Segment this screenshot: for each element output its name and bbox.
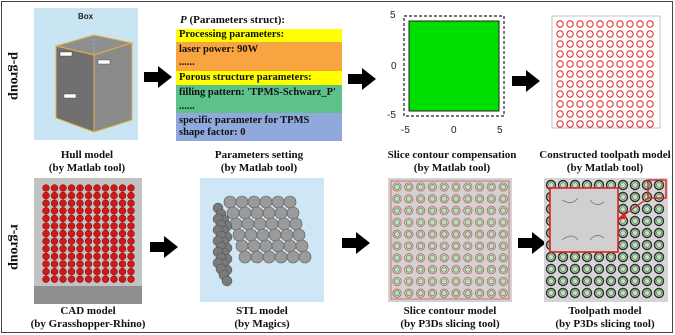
arrow-stl-to-slice-model (342, 232, 370, 254)
row-label-p-group: p-group (7, 52, 22, 100)
hull-caption-line1: Hull model (60, 149, 114, 161)
arrow-hull-to-params (144, 66, 172, 88)
toolpath-caption: Constructed toolpath model (by Matlab to… (530, 149, 675, 175)
params-caption-line2: (by Matlab tool) (220, 162, 298, 174)
row-label-r-group: r-group (7, 224, 22, 270)
stl-caption-line1: STL model (236, 305, 288, 317)
arrow-slice-model-to-toolpath-model (518, 232, 546, 254)
stl-lattice (212, 195, 312, 287)
params-title-italic: P (180, 14, 187, 26)
toolpath-model-caption-line1: Toolpath model (568, 305, 642, 317)
slice-xtick-0: 0 (451, 125, 457, 136)
cad-caption-line2: (by Grasshopper-Rhino) (30, 318, 146, 330)
params-title: P (Parameters struct): (180, 14, 285, 26)
cad-caption-line1: CAD model (60, 305, 116, 317)
toolpath-model-caption: Toolpath model (by P3Ds slicing tool) (530, 305, 675, 331)
params-caption: Parameters setting (by Matlab tool) (200, 149, 318, 175)
params-band-6: specific parameter for TPMS (176, 113, 342, 127)
slice-model-caption-line1: Slice contour model (403, 305, 497, 317)
params-title-rest: (Parameters struct): (186, 14, 286, 26)
params-band-3: Porous structure parameters: (176, 71, 342, 85)
slice-xtick-neg5: -5 (401, 125, 410, 136)
toolpath-caption-line1: Constructed toolpath model (539, 149, 671, 161)
toolpath-plot (546, 12, 664, 136)
slice-contour-model-image (388, 178, 512, 302)
params-band-5: ...... (176, 101, 342, 113)
slice-plot (402, 14, 506, 118)
params-band-2: ...... (176, 57, 342, 71)
slice-model-contours (392, 182, 508, 298)
slice-caption-line1: Slice contour compensation (387, 149, 517, 161)
arrow-cad-to-stl (150, 236, 178, 258)
slice-model-caption-line2: (by P3Ds slicing tool) (400, 318, 500, 330)
toolpath-model-image (544, 178, 668, 302)
slice-ytick-neg5: -5 (387, 110, 396, 121)
stl-caption-line2: (by Magics) (234, 318, 290, 330)
slice-model-caption: Slice contour model (by P3Ds slicing too… (372, 305, 528, 331)
arrow-params-to-slice (348, 68, 376, 90)
arrow-slice-to-toolpath (512, 70, 540, 92)
params-caption-line1: Parameters setting (214, 149, 304, 161)
slice-ytick-5: 5 (390, 10, 396, 21)
hull-caption: Hull model (by Matlab tool) (28, 149, 146, 175)
cad-caption: CAD model (by Grasshopper-Rhino) (24, 305, 152, 331)
toolpath-zoom-source (647, 179, 667, 199)
toolpath-zoom-inset (549, 187, 619, 253)
hull-box-label: Box (78, 12, 94, 21)
params-band-0: Processing parameters: (176, 29, 342, 42)
slice-outer-contour (403, 15, 505, 117)
hull-model-image (34, 8, 138, 140)
slice-ytick-0: 0 (391, 61, 397, 72)
stl-model-image (200, 178, 324, 302)
hull-caption-line2: (by Matlab tool) (48, 162, 126, 174)
params-panel: Processing parameters: laser power: 90W … (176, 29, 342, 141)
params-band-4: filling pattern: 'TPMS-Schwarz_P' (176, 85, 342, 101)
slice-xtick-5: 5 (497, 125, 503, 136)
toolpath-caption-line2: (by Matlab tool) (566, 162, 644, 174)
cad-lattice (42, 184, 135, 283)
slice-fill-region (408, 20, 500, 112)
slice-caption: Slice contour compensation (by Matlab to… (372, 149, 532, 175)
params-band-7: shape factor: 0 (176, 127, 342, 141)
params-band-1: laser power: 90W (176, 42, 342, 57)
toolpath-rings (556, 20, 654, 128)
slice-caption-line2: (by Matlab tool) (413, 162, 491, 174)
stl-caption: STL model (by Magics) (200, 305, 324, 331)
cad-model-image (34, 178, 142, 304)
toolpath-model-caption-line2: (by P3Ds slicing tool) (555, 318, 655, 330)
